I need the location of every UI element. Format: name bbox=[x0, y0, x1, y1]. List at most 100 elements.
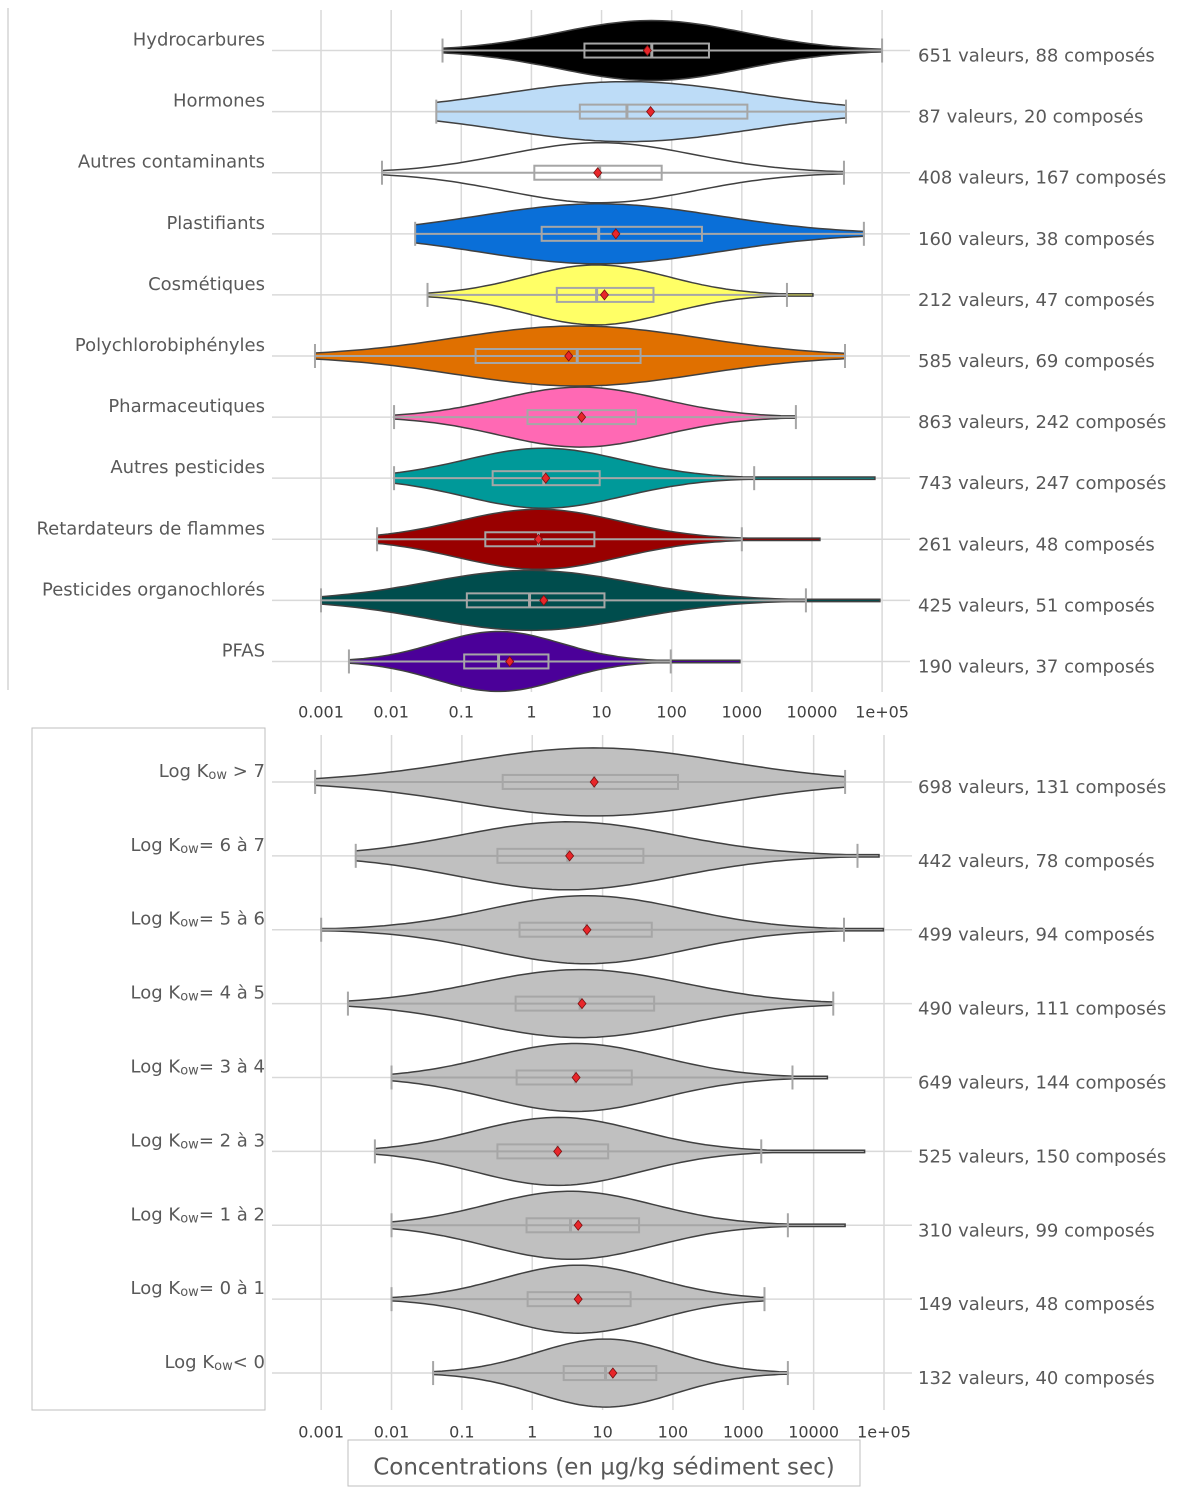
box bbox=[496, 1143, 610, 1160]
mean-marker bbox=[589, 776, 599, 788]
annotation: 442 valeurs, 78 composés bbox=[918, 851, 1155, 872]
x-tick-label: 1000 bbox=[723, 1423, 764, 1442]
box bbox=[463, 653, 550, 670]
xlabel-frame bbox=[347, 1439, 861, 1487]
x-tick-label: 100 bbox=[656, 703, 687, 722]
box bbox=[578, 103, 749, 120]
label-suffix: = 6 à 7 bbox=[199, 835, 265, 856]
mean-marker bbox=[553, 1145, 563, 1158]
annotation: 585 valeurs, 69 composés bbox=[918, 351, 1155, 372]
category-label: Autres contaminants bbox=[78, 152, 265, 173]
mean-marker bbox=[577, 411, 587, 423]
mean-marker bbox=[611, 228, 621, 240]
label-base: Log K bbox=[131, 835, 182, 856]
category-label: Log Kow= 1 à 2 bbox=[131, 1204, 265, 1226]
x-tick-label: 1e+05 bbox=[855, 703, 909, 722]
label-base: Log K bbox=[131, 1057, 182, 1078]
mean-marker bbox=[533, 533, 543, 545]
annotation: 651 valeurs, 88 composés bbox=[918, 46, 1155, 67]
annotation: 132 valeurs, 40 composés bbox=[918, 1368, 1155, 1389]
label-base: Log K bbox=[131, 909, 182, 930]
category-label: Cosmétiques bbox=[148, 274, 265, 295]
mean-marker bbox=[582, 924, 592, 936]
box bbox=[525, 1217, 641, 1234]
x-tick-label: 10000 bbox=[787, 703, 838, 722]
label-suffix: = 0 à 1 bbox=[199, 1278, 265, 1299]
box bbox=[474, 348, 642, 364]
label-sub: ow bbox=[180, 1286, 199, 1301]
mean-marker bbox=[541, 472, 551, 484]
category-label: Pesticides organochlorés bbox=[42, 579, 265, 600]
category-label: Log Kow= 6 à 7 bbox=[131, 835, 265, 857]
label-suffix: = 4 à 5 bbox=[199, 983, 265, 1004]
x-tick-label: 100 bbox=[658, 1423, 689, 1442]
label-base: Log K bbox=[164, 1352, 215, 1373]
annotation: 408 valeurs, 167 composés bbox=[918, 168, 1166, 189]
mean-marker bbox=[646, 105, 656, 118]
annotation: 525 valeurs, 150 composés bbox=[918, 1146, 1166, 1167]
annotation: 160 valeurs, 38 composés bbox=[918, 229, 1155, 250]
mean-marker bbox=[577, 997, 587, 1010]
annotation: 499 valeurs, 94 composés bbox=[918, 925, 1155, 946]
label-base: Log K bbox=[159, 761, 210, 782]
mean-marker bbox=[608, 1367, 618, 1379]
category-label: Log Kow > 7 bbox=[159, 761, 265, 783]
label-suffix: = 2 à 3 bbox=[199, 1130, 265, 1151]
label-sub: ow bbox=[214, 1359, 233, 1374]
mean-marker bbox=[565, 850, 575, 862]
box bbox=[555, 286, 655, 303]
annotation: 261 valeurs, 48 composés bbox=[918, 534, 1155, 555]
category-label: Log Kow= 5 à 6 bbox=[131, 909, 265, 931]
x-tick-label: 1 bbox=[527, 1423, 537, 1442]
annotation: 698 valeurs, 131 composés bbox=[918, 777, 1166, 798]
box bbox=[496, 847, 645, 864]
category-label: Hydrocarbures bbox=[133, 30, 265, 51]
annotation: 490 valeurs, 111 composés bbox=[918, 999, 1166, 1020]
annotation: 149 valeurs, 48 composés bbox=[918, 1294, 1155, 1315]
annotation: 190 valeurs, 37 composés bbox=[918, 656, 1155, 677]
annotation: 425 valeurs, 51 composés bbox=[918, 595, 1155, 616]
x-tick-label: 1000 bbox=[721, 703, 762, 722]
mean-marker bbox=[599, 289, 609, 301]
mean-marker bbox=[642, 44, 652, 57]
label-sub: ow bbox=[180, 1138, 199, 1153]
label-sub: ow bbox=[208, 768, 227, 783]
annotation: 743 valeurs, 247 composés bbox=[918, 473, 1166, 494]
category-label: Hormones bbox=[173, 91, 265, 112]
box bbox=[465, 592, 606, 609]
category-label: Autres pesticides bbox=[110, 457, 265, 478]
label-suffix: = 3 à 4 bbox=[199, 1057, 265, 1078]
annotation: 649 valeurs, 144 composés bbox=[918, 1073, 1166, 1094]
x-tick-label: 1 bbox=[526, 703, 536, 722]
label-base: Log K bbox=[131, 1278, 182, 1299]
mean-marker bbox=[571, 1071, 581, 1084]
label-sub: ow bbox=[180, 990, 199, 1005]
x-tick-label: 10 bbox=[591, 703, 611, 722]
label-sub: ow bbox=[180, 1064, 199, 1079]
x-axis-label: Concentrations (en µg/kg sédiment sec) bbox=[373, 1455, 835, 1481]
mean-marker bbox=[593, 167, 603, 179]
x-tick-label: 10000 bbox=[788, 1423, 839, 1442]
category-label: Log Kow= 4 à 5 bbox=[131, 983, 265, 1005]
x-tick-label: 0.001 bbox=[298, 1423, 344, 1442]
x-tick-label: 0.01 bbox=[373, 703, 409, 722]
category-label: PFAS bbox=[222, 640, 265, 661]
x-tick-label: 10 bbox=[592, 1423, 612, 1442]
x-tick-label: 0.1 bbox=[449, 703, 474, 722]
label-suffix: = 5 à 6 bbox=[199, 909, 265, 930]
annotation: 212 valeurs, 47 composés bbox=[918, 290, 1155, 311]
label-suffix: < 0 bbox=[233, 1352, 265, 1373]
category-label: Log Kow< 0 bbox=[164, 1352, 265, 1374]
box bbox=[514, 995, 656, 1012]
label-suffix: > 7 bbox=[227, 761, 265, 782]
category-label: Log Kow= 3 à 4 bbox=[131, 1057, 265, 1079]
label-sub: ow bbox=[180, 1212, 199, 1227]
panel-frame bbox=[31, 727, 266, 1411]
annotation: 87 valeurs, 20 composés bbox=[918, 107, 1143, 128]
mean-marker bbox=[573, 1293, 583, 1305]
x-tick-label: 0.01 bbox=[374, 1423, 410, 1442]
x-tick-label: 0.1 bbox=[449, 1423, 474, 1442]
label-base: Log K bbox=[131, 1130, 182, 1151]
annotation: 863 valeurs, 242 composés bbox=[918, 412, 1166, 433]
